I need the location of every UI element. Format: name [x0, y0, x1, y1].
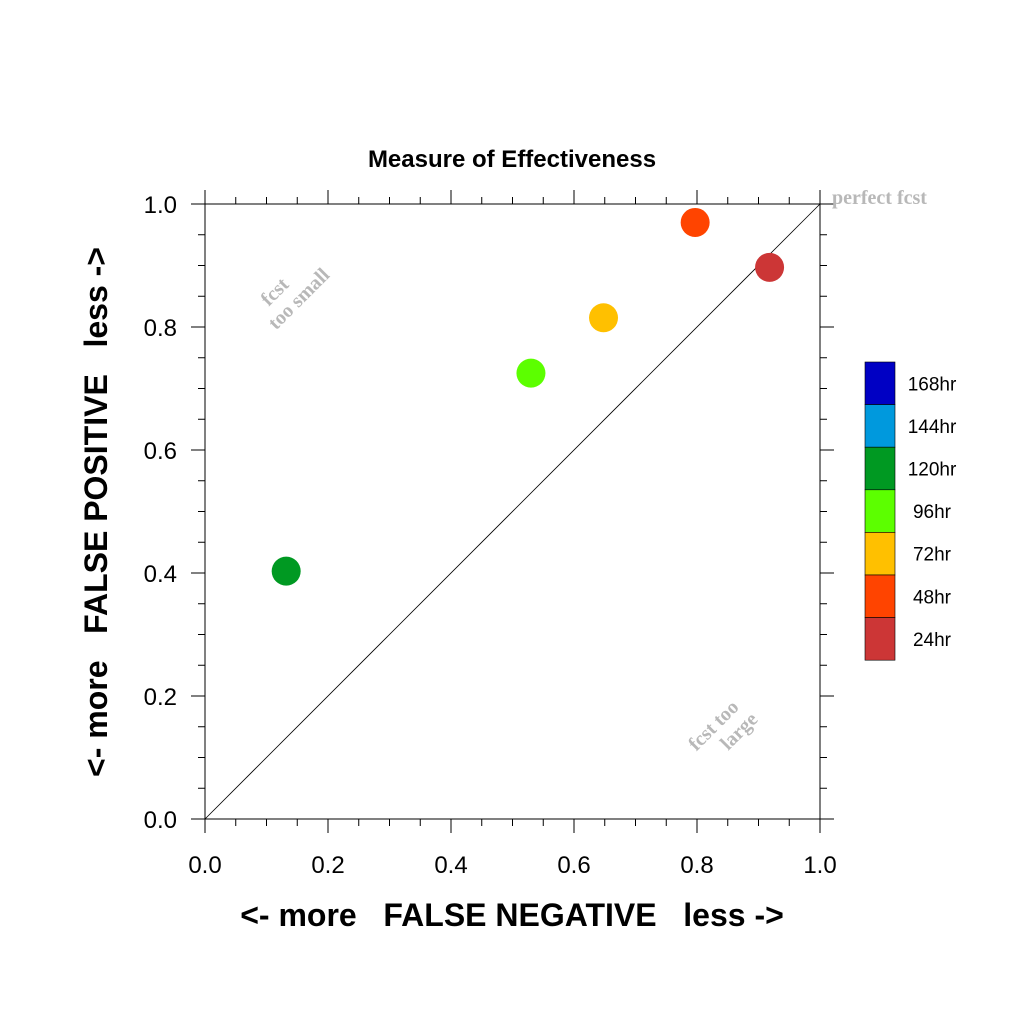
legend-label-24hr: 24hr: [913, 630, 952, 651]
annotation-perfect-fcst: perfect fcst: [832, 187, 927, 209]
legend-swatch-168hr: [864, 361, 896, 405]
chart-title: Measure of Effectiveness: [368, 146, 656, 173]
y-tick-label: 0.8: [144, 315, 177, 342]
x-tick-label: 0.0: [188, 852, 221, 879]
y-tick-labels: 0.0 0.2 0.4 0.6 0.8 1.0: [144, 192, 177, 834]
x-tick-label: 1.0: [803, 852, 836, 879]
data-point-48hr: [680, 207, 710, 237]
legend-label-96hr: 96hr: [913, 502, 952, 523]
annotation-fcst-too-large: fcst too large: [684, 696, 762, 755]
legend-swatch-48hr: [864, 574, 896, 618]
data-points: [271, 207, 785, 586]
legend-swatch-72hr: [864, 532, 896, 576]
plot-area: 0.0 0.2 0.4 0.6 0.8 1.0 0.0 0.2 0.4 0.6 0.8 1.0: [144, 190, 837, 879]
data-point-24hr: [755, 252, 785, 282]
data-point-120hr: [271, 556, 301, 586]
plot-frame: [204, 203, 821, 820]
legend-swatch-24hr: [864, 617, 896, 661]
legend-label-48hr: 48hr: [913, 587, 952, 608]
axis-ticks: [191, 190, 834, 833]
legend-label-168hr: 168hr: [908, 374, 957, 395]
data-point-96hr: [516, 358, 546, 388]
x-tick-label: 0.4: [434, 852, 467, 879]
y-tick-label: 0.4: [144, 561, 177, 588]
y-tick-label: 0.6: [144, 438, 177, 465]
y-tick-label: 0.2: [144, 684, 177, 711]
legend-swatch-120hr: [864, 446, 896, 491]
legend-label-72hr: 72hr: [913, 545, 952, 566]
y-axis-label: <- more FALSE POSITIVE less ->: [78, 247, 114, 777]
y-tick-label: 0.0: [144, 807, 177, 834]
legend-swatch-96hr: [864, 489, 896, 533]
legend-label-144hr: 144hr: [908, 417, 957, 438]
x-tick-label: 0.8: [680, 852, 713, 879]
x-tick-label: 0.2: [311, 852, 344, 879]
x-tick-label: 0.6: [557, 852, 590, 879]
legend-swatch-144hr: [864, 404, 896, 448]
annotation-fcst-too-small: fcst too small: [257, 264, 335, 334]
data-point-72hr: [589, 303, 619, 333]
x-axis-label: <- more FALSE NEGATIVE less ->: [240, 897, 784, 933]
y-tick-label: 1.0: [144, 192, 177, 219]
legend: 168hr 144hr 120hr 96hr 72hr 48hr 24hr: [864, 361, 957, 661]
perfect-forecast-line: [204, 203, 821, 820]
x-tick-labels: 0.0 0.2 0.4 0.6 0.8 1.0: [188, 852, 836, 879]
legend-label-120hr: 120hr: [908, 460, 957, 481]
